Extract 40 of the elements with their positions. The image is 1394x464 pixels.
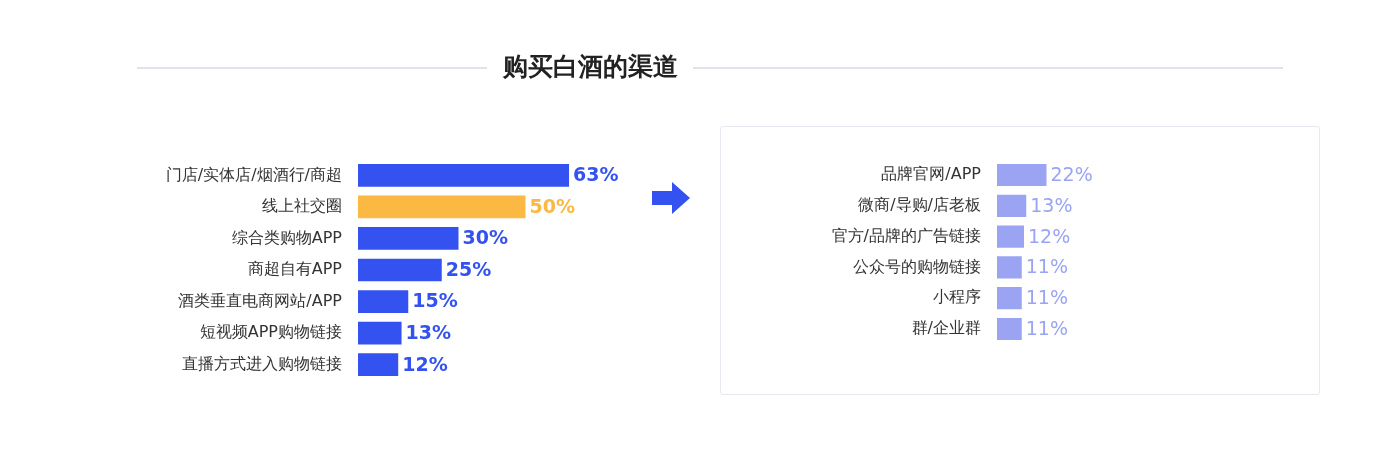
bar xyxy=(358,227,459,250)
y-tick-label: 直播方式进入购物链接 xyxy=(182,353,342,373)
y-tick-label: 群/企业群 xyxy=(911,318,981,338)
data-label: 11% xyxy=(1025,316,1068,339)
data-label: 13% xyxy=(405,321,452,344)
bar xyxy=(997,256,1022,279)
data-label: 13% xyxy=(1030,193,1073,216)
bar xyxy=(358,321,402,345)
data-label: 30% xyxy=(462,226,508,249)
data-label: 50% xyxy=(529,194,575,217)
y-tick-label: 门店/实体店/烟酒行/商超 xyxy=(165,164,342,184)
y-tick-label: 小程序 xyxy=(933,287,981,307)
y-tick-label: 酒类垂直电商网站/APP xyxy=(178,290,343,310)
bar xyxy=(358,164,570,187)
data-label: 12% xyxy=(1028,224,1071,247)
bar xyxy=(997,225,1024,248)
y-tick-label: 线上社交圈 xyxy=(262,196,342,216)
bar xyxy=(997,194,1027,217)
data-label: 11% xyxy=(1025,286,1068,309)
y-tick-label: 商超自有APP xyxy=(247,259,343,279)
y-tick-label: 综合类购物APP xyxy=(231,227,343,247)
data-label: 11% xyxy=(1025,255,1068,278)
data-label: 22% xyxy=(1050,162,1093,185)
bar xyxy=(358,353,399,376)
data-label: 63% xyxy=(573,163,619,186)
bar xyxy=(358,290,409,313)
y-tick-label: 公众号的购物链接 xyxy=(853,256,981,276)
chart-title: 购买白酒的渠道 xyxy=(502,51,678,83)
bar xyxy=(997,317,1022,341)
bar xyxy=(358,258,442,282)
data-label: 12% xyxy=(402,352,448,375)
bar xyxy=(997,287,1022,310)
y-tick-label: 品牌官网/APP xyxy=(881,164,982,184)
data-label: 25% xyxy=(445,257,492,280)
y-tick-label: 官方/品牌的广告链接 xyxy=(831,225,981,245)
y-tick-label: 短视频APP购物链接 xyxy=(199,322,342,342)
y-tick-label: 微商/导购/店老板 xyxy=(858,194,981,214)
data-label: 15% xyxy=(412,289,458,312)
bar xyxy=(358,195,526,219)
bar xyxy=(997,163,1047,187)
